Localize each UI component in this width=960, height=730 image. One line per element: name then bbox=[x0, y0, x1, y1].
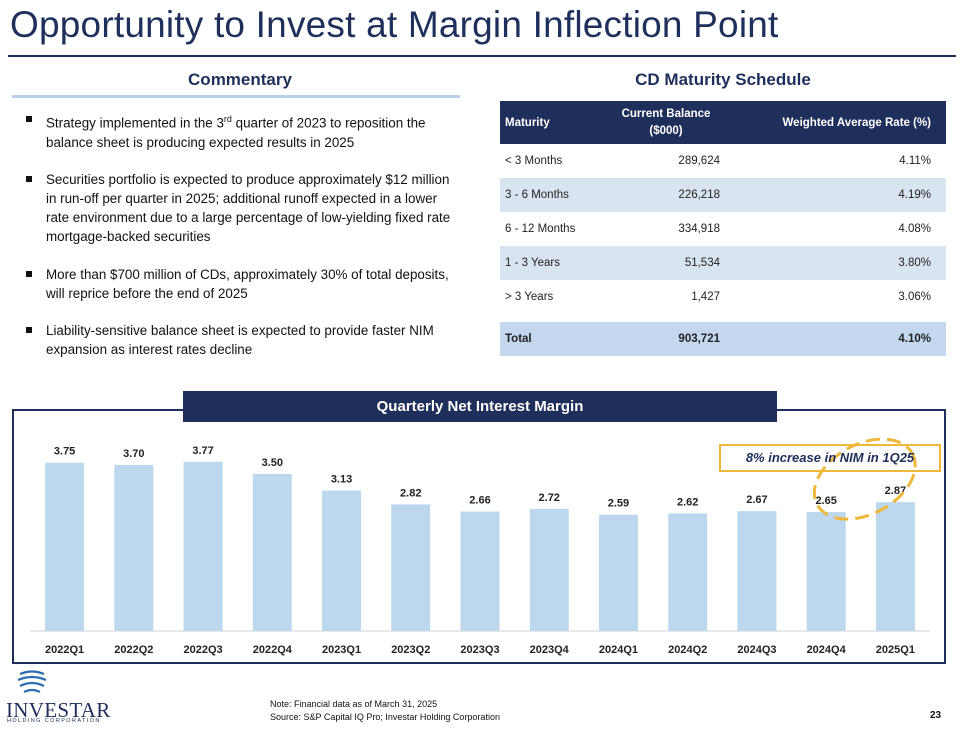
column-header-maturity: Maturity bbox=[500, 101, 612, 144]
chart-title: Quarterly Net Interest Margin bbox=[183, 391, 777, 422]
cell-balance: 51,534 bbox=[612, 246, 724, 280]
cell-maturity: 3 - 6 Months bbox=[500, 178, 612, 212]
nim-callout: 8% increase in NIM in 1Q25 bbox=[719, 444, 941, 472]
cd-schedule-heading: CD Maturity Schedule bbox=[635, 70, 811, 89]
table-total-row: Total 903,721 4.10% bbox=[500, 322, 946, 356]
cell-total-label: Total bbox=[500, 322, 612, 356]
commentary-bullet: Strategy implemented in the 3rd quarter … bbox=[22, 110, 458, 152]
tick-label-2024Q3: 2024Q3 bbox=[737, 644, 776, 656]
bar-2024Q3 bbox=[737, 511, 777, 631]
cell-balance: 334,918 bbox=[678, 223, 720, 235]
cell-total-rate: 4.10% bbox=[724, 322, 946, 356]
bar-2025Q1 bbox=[875, 502, 915, 631]
bar-2023Q4 bbox=[529, 508, 569, 631]
data-label-2023Q1: 3.13 bbox=[331, 473, 352, 485]
cell-balance: 289,624 bbox=[678, 155, 720, 167]
footnote: Note: Financial data as of March 31, 202… bbox=[270, 698, 500, 724]
data-label-2024Q4: 2.65 bbox=[815, 495, 836, 507]
footnote-source: Source: S&P Capital IQ Pro; Investar Hol… bbox=[270, 712, 500, 722]
investar-logo-icon bbox=[17, 670, 47, 693]
bar-2024Q1 bbox=[598, 514, 638, 631]
footnote-note: Note: Financial data as of March 31, 202… bbox=[270, 699, 438, 709]
bar-2022Q1 bbox=[45, 462, 85, 631]
tick-label-2022Q4: 2022Q4 bbox=[253, 644, 293, 656]
bar-2023Q1 bbox=[322, 490, 362, 631]
data-label-2022Q3: 3.77 bbox=[192, 445, 213, 457]
tick-label-2022Q2: 2022Q2 bbox=[114, 644, 153, 656]
data-label-2023Q2: 2.82 bbox=[400, 487, 421, 499]
bar-2022Q2 bbox=[114, 464, 154, 631]
cd-maturity-table: Maturity Current Balance ($000) Weighted … bbox=[500, 101, 946, 356]
data-label-2024Q3: 2.67 bbox=[746, 494, 767, 506]
bullet-marker bbox=[26, 270, 32, 277]
cell-maturity: < 3 Months bbox=[505, 155, 563, 167]
commentary-divider bbox=[12, 95, 460, 98]
tick-label-2024Q4: 2024Q4 bbox=[807, 644, 847, 656]
bar-2024Q4 bbox=[806, 512, 846, 631]
page-number: 23 bbox=[930, 710, 942, 721]
tick-label-2023Q3: 2023Q3 bbox=[460, 644, 499, 656]
cell-maturity: 1 - 3 Years bbox=[500, 246, 612, 280]
cell-maturity: 6 - 12 Months bbox=[505, 223, 576, 235]
column-header-rate: Weighted Average Rate (%) bbox=[724, 101, 946, 144]
slide-title: Opportunity to Invest at Margin Inflecti… bbox=[10, 4, 779, 45]
bar-2024Q2 bbox=[668, 513, 708, 631]
tick-label-2023Q4: 2023Q4 bbox=[530, 644, 570, 656]
table-spacer bbox=[500, 314, 946, 322]
bullet-marker bbox=[26, 116, 32, 122]
table-row: 6 - 12 Months 334,918 4.08% bbox=[500, 212, 946, 246]
tick-label-2024Q2: 2024Q2 bbox=[668, 644, 707, 656]
bar-2023Q2 bbox=[391, 504, 431, 631]
bar-2023Q3 bbox=[460, 511, 500, 631]
cell-rate: 4.11% bbox=[899, 155, 931, 167]
table-row: > 3 Years 1,427 3.06% bbox=[500, 280, 946, 314]
data-label-2023Q4: 2.72 bbox=[539, 492, 560, 504]
tick-label-2022Q3: 2022Q3 bbox=[183, 644, 222, 656]
nim-bar-chart: 3.75 2022Q1 3.70 2022Q2 3.77 2022Q3 3.50 2022Q4… bbox=[30, 437, 930, 656]
tick-label-2025Q1: 2025Q1 bbox=[876, 644, 915, 656]
commentary-heading: Commentary bbox=[188, 70, 292, 89]
commentary-bullet: Securities portfolio is expected to prod… bbox=[22, 170, 458, 247]
logo-wordmark: INVESTAR bbox=[6, 698, 111, 722]
commentary-bullet: Liability-sensitive balance sheet is exp… bbox=[22, 321, 458, 359]
highlight-ellipse bbox=[812, 437, 917, 521]
cell-maturity: > 3 Years bbox=[505, 291, 554, 303]
column-header-balance: Current Balance ($000) bbox=[612, 101, 724, 144]
bullet-marker bbox=[26, 175, 32, 182]
tick-label-2023Q1: 2023Q1 bbox=[322, 644, 361, 656]
data-label-2024Q1: 2.59 bbox=[608, 498, 629, 510]
cell-balance: 1,427 bbox=[691, 291, 720, 303]
table-header-row: Maturity Current Balance ($000) Weighted … bbox=[500, 101, 946, 144]
data-label-2024Q2: 2.62 bbox=[677, 496, 698, 508]
bar-2022Q3 bbox=[183, 461, 223, 631]
tick-label-2024Q1: 2024Q1 bbox=[599, 644, 638, 656]
cell-rate: 3.06% bbox=[898, 291, 931, 303]
tick-label-2022Q1: 2022Q1 bbox=[45, 644, 84, 656]
table-row: < 3 Months 289,624 4.11% bbox=[500, 144, 946, 178]
cell-balance: 226,218 bbox=[612, 178, 724, 212]
tick-label-2023Q2: 2023Q2 bbox=[391, 644, 430, 656]
bullet-marker bbox=[26, 327, 32, 334]
title-divider bbox=[8, 55, 956, 57]
data-label-2022Q4: 3.50 bbox=[262, 457, 283, 469]
cell-total-balance: 903,721 bbox=[612, 322, 724, 356]
cell-rate: 4.08% bbox=[898, 223, 931, 235]
commentary-list: Strategy implemented in the 3rd quarter … bbox=[22, 110, 458, 378]
data-label-2022Q1: 3.75 bbox=[54, 446, 75, 458]
cell-rate: 3.80% bbox=[724, 246, 946, 280]
data-label-2022Q2: 3.70 bbox=[123, 448, 144, 460]
table-row: 1 - 3 Years 51,534 3.80% bbox=[500, 246, 946, 280]
table-row: 3 - 6 Months 226,218 4.19% bbox=[500, 178, 946, 212]
logo-subtitle: HOLDING CORPORATION bbox=[7, 718, 101, 724]
cell-rate: 4.19% bbox=[724, 178, 946, 212]
data-label-2023Q3: 2.66 bbox=[469, 495, 490, 507]
bar-2022Q4 bbox=[252, 473, 292, 631]
commentary-bullet: More than $700 million of CDs, approxima… bbox=[22, 265, 458, 303]
